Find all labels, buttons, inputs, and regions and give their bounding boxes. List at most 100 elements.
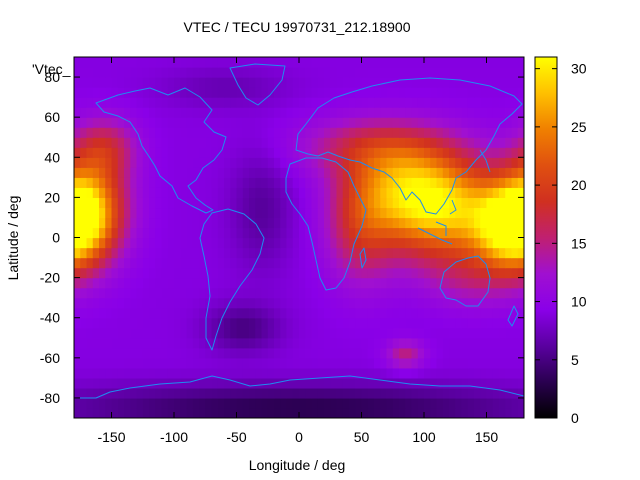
heat-cell	[274, 357, 281, 369]
heat-cell	[355, 297, 363, 309]
heat-cell	[449, 357, 456, 369]
heat-cell	[442, 107, 450, 118]
heat-cell	[286, 147, 294, 158]
heat-cell	[280, 367, 288, 379]
heat-cell	[92, 207, 100, 219]
heat-cell	[224, 377, 231, 389]
heat-cell	[461, 307, 469, 319]
heat-cell	[261, 237, 269, 249]
heat-cell	[342, 387, 350, 399]
heat-cell	[174, 257, 181, 269]
heat-cell	[486, 177, 494, 188]
heat-cell	[255, 287, 263, 299]
heat-cell	[217, 277, 225, 289]
heat-cell	[311, 377, 319, 389]
heat-cell	[442, 247, 450, 259]
heat-cell	[224, 227, 231, 239]
heat-cell	[374, 327, 381, 339]
heat-cell	[280, 107, 288, 118]
heat-cell	[211, 397, 219, 409]
heat-cell	[511, 317, 519, 329]
heat-cell	[455, 377, 463, 389]
heat-cell	[280, 207, 288, 219]
heat-cell	[242, 117, 250, 128]
heat-cell	[299, 167, 306, 178]
heat-cell	[236, 177, 244, 188]
heat-cell	[149, 307, 156, 319]
heat-cell	[386, 157, 394, 168]
heat-cell	[392, 137, 400, 148]
heat-cell	[99, 117, 106, 128]
heat-cell	[180, 157, 188, 168]
heat-cell	[505, 407, 513, 418]
heat-cell	[367, 247, 375, 259]
heat-cell	[261, 297, 269, 309]
heat-cell	[417, 157, 425, 168]
heat-cell	[130, 327, 138, 339]
heat-cell	[467, 127, 475, 138]
heat-cell	[80, 357, 88, 369]
heat-cell	[317, 147, 325, 158]
heat-cell	[405, 237, 413, 249]
heat-cell	[342, 337, 350, 349]
heat-cell	[492, 207, 500, 219]
heat-cell	[267, 347, 275, 359]
heat-cell	[317, 237, 325, 249]
heat-cell	[180, 407, 188, 418]
heat-cell	[80, 267, 88, 279]
heat-cell	[511, 77, 519, 88]
heat-cell	[499, 307, 506, 319]
heat-cell	[511, 207, 519, 219]
heat-cell	[324, 407, 331, 418]
heat-cell	[86, 247, 94, 259]
heat-cell	[86, 187, 94, 198]
heat-cell	[374, 307, 381, 319]
heat-cell	[80, 297, 88, 309]
heat-cell	[480, 77, 488, 88]
heat-cell	[399, 167, 406, 178]
heat-cell	[349, 367, 356, 379]
heat-cell	[405, 97, 413, 108]
heat-cell	[461, 317, 469, 329]
heat-cell	[480, 87, 488, 98]
heat-cell	[192, 357, 200, 369]
heat-cell	[336, 57, 344, 68]
heat-cell	[117, 147, 125, 158]
heat-cell	[336, 67, 344, 78]
heat-cell	[492, 277, 500, 289]
heat-cell	[380, 177, 388, 188]
heat-cell	[361, 397, 369, 409]
heat-cell	[317, 247, 325, 259]
heat-cell	[442, 267, 450, 279]
heat-cell	[336, 337, 344, 349]
heat-cell	[167, 257, 175, 269]
heat-cell	[355, 97, 363, 108]
heat-cell	[380, 127, 388, 138]
heat-cell	[211, 227, 219, 239]
heat-cell	[355, 247, 363, 259]
heat-cell	[230, 267, 238, 279]
heat-cell	[324, 137, 331, 148]
heat-cell	[430, 397, 438, 409]
x-tick-label: 100	[412, 429, 436, 445]
heat-cell	[311, 137, 319, 148]
heat-cell	[292, 57, 300, 68]
heat-cell	[242, 227, 250, 239]
heat-cell	[105, 327, 113, 339]
heat-cell	[242, 367, 250, 379]
heat-cell	[274, 307, 281, 319]
heat-cell	[192, 287, 200, 299]
heat-cell	[424, 267, 431, 279]
heat-cell	[417, 187, 425, 198]
heat-cell	[430, 87, 438, 98]
heat-cell	[349, 317, 356, 329]
heat-cell	[455, 227, 463, 239]
heat-cell	[299, 277, 306, 289]
heat-cell	[205, 267, 213, 279]
heat-cell	[305, 357, 313, 369]
heat-cell	[511, 57, 519, 68]
heat-cell	[430, 297, 438, 309]
heat-cell	[280, 217, 288, 229]
heat-cell	[224, 217, 231, 229]
heat-cell	[392, 57, 400, 68]
